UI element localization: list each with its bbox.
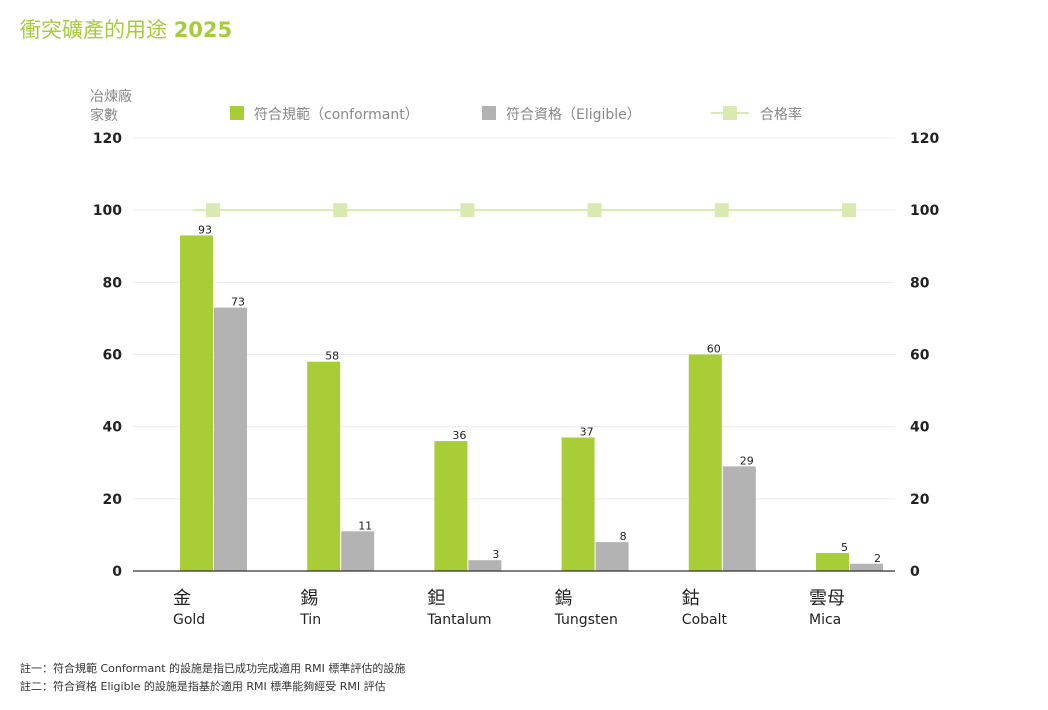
- legend-marker-rate: [723, 106, 737, 120]
- legend-label-eligible: 符合資格（Eligible）: [506, 107, 641, 123]
- data-label-conformant: 93: [198, 223, 212, 236]
- bar-conformant: [561, 437, 595, 571]
- y-tick-left: 0: [112, 564, 122, 580]
- y-tick-right: 20: [910, 492, 930, 508]
- data-label-conformant: 58: [325, 350, 339, 363]
- y-tick-right: 120: [910, 131, 939, 147]
- y-tick-right: 0: [910, 564, 920, 580]
- category-label-en: Tantalum: [426, 612, 491, 628]
- bar-conformant: [688, 354, 722, 571]
- y-axis-title: 家數: [90, 107, 118, 124]
- category-label-en: Gold: [173, 612, 205, 628]
- data-label-eligible: 2: [874, 552, 881, 565]
- rate-marker: [842, 203, 856, 218]
- data-label-eligible: 73: [231, 296, 245, 309]
- category-label-zh: 鈷: [682, 588, 700, 609]
- category-label-zh: 錫: [300, 588, 318, 609]
- bar-conformant: [434, 441, 468, 571]
- footnote-1: 註一：符合規範 Conformant 的設施是指已成功完成適用 RMI 標準評估…: [20, 662, 406, 675]
- legend-swatch-eligible: [482, 106, 496, 120]
- data-label-conformant: 60: [707, 343, 721, 356]
- category-label-en: Cobalt: [682, 612, 728, 628]
- data-label-conformant: 36: [452, 429, 466, 442]
- rate-marker: [333, 203, 348, 218]
- bar-eligible: [850, 563, 883, 571]
- category-label-en: Tungsten: [554, 612, 618, 628]
- rate-marker: [206, 203, 220, 218]
- category-label-zh: 鎢: [555, 588, 573, 609]
- legend-swatch-conformant: [230, 106, 244, 120]
- category-label-zh: 金: [173, 588, 191, 609]
- footnotes: 註一：符合規範 Conformant 的設施是指已成功完成適用 RMI 標準評估…: [20, 660, 405, 696]
- y-tick-left: 40: [103, 420, 123, 436]
- y-tick-left: 60: [103, 348, 123, 364]
- y-tick-left: 100: [93, 203, 122, 219]
- data-label-conformant: 37: [580, 425, 594, 438]
- y-tick-right: 60: [910, 348, 930, 364]
- rate-marker: [587, 203, 602, 218]
- bar-conformant: [816, 552, 849, 571]
- data-label-eligible: 3: [492, 548, 499, 561]
- data-label-eligible: 11: [358, 519, 372, 532]
- bar-eligible: [722, 466, 756, 571]
- y-tick-left: 20: [103, 492, 123, 508]
- bar-eligible: [214, 307, 247, 571]
- y-tick-right: 80: [910, 275, 930, 291]
- data-label-eligible: 8: [620, 530, 627, 543]
- data-label-eligible: 29: [740, 454, 754, 467]
- data-label-conformant: 5: [841, 541, 848, 554]
- bar-conformant: [180, 235, 213, 572]
- title-text: 衝突礦產的用途: [20, 18, 167, 42]
- page-title: 衝突礦產的用途 2025: [20, 14, 232, 44]
- category-label-en: Tin: [299, 612, 321, 628]
- rate-marker: [714, 203, 729, 218]
- bar-eligible: [595, 542, 629, 571]
- legend-label-rate: 合格率: [760, 106, 802, 123]
- footnote-2: 註二：符合資格 Eligible 的設施是指基於適用 RMI 標準能夠經受 RM…: [20, 680, 386, 693]
- category-label-en: Mica: [809, 612, 841, 628]
- bar-conformant: [307, 361, 341, 571]
- y-tick-right: 40: [910, 420, 930, 436]
- y-tick-left: 120: [93, 131, 122, 147]
- category-label-zh: 鉭: [427, 588, 445, 609]
- y-axis-title: 冶煉廠: [90, 88, 132, 105]
- y-tick-right: 100: [910, 203, 939, 219]
- rate-marker: [460, 203, 475, 218]
- bar-eligible: [468, 560, 502, 571]
- title-year: 2025: [173, 18, 233, 42]
- legend-label-conformant: 符合規範（conformant）: [254, 106, 419, 123]
- bar-eligible: [341, 531, 375, 571]
- y-tick-left: 80: [103, 275, 123, 291]
- category-label-zh: 雲母: [809, 588, 845, 609]
